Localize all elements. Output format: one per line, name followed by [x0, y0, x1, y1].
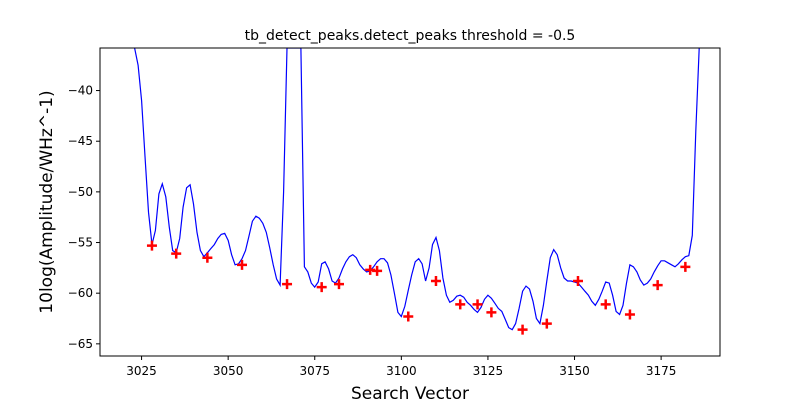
peak-marker: [146, 240, 157, 251]
x-tick-label: 3050: [213, 364, 244, 378]
chart-title: tb_detect_peaks.detect_peaks threshold =…: [245, 28, 576, 44]
x-tick-label: 3075: [299, 364, 330, 378]
peak-marker: [541, 318, 552, 329]
peak-marker: [455, 299, 466, 310]
y-tick-label: −40: [68, 84, 93, 98]
peak-marker: [486, 307, 497, 318]
y-tick-label: −65: [68, 337, 93, 351]
y-axis-label: 10log(Amplitude/WHz^-1): [37, 90, 57, 313]
peak-marker: [430, 276, 441, 287]
x-tick-label: 3150: [559, 364, 590, 378]
peak-marker: [316, 282, 327, 293]
peak-marker: [600, 299, 611, 310]
plot-frame: [99, 47, 721, 357]
x-tick-label: 3125: [473, 364, 504, 378]
peak-marker: [624, 309, 635, 320]
peak-marker: [237, 259, 248, 270]
x-tick-label: 3100: [386, 364, 417, 378]
x-tick-label: 3175: [646, 364, 677, 378]
y-tick-label: −55: [68, 236, 93, 250]
peak-marker: [680, 261, 691, 272]
peak-marker: [403, 311, 414, 322]
peak-marker: [517, 324, 528, 335]
peak-marker: [372, 265, 383, 276]
signal-line: [134, 48, 700, 331]
x-axis-label: Search Vector: [351, 384, 469, 400]
y-axis-ticks: −40 −45 −50 −55 −60 −65: [68, 84, 100, 351]
peak-marker: [202, 252, 213, 263]
x-axis-ticks: 3025 3050 3075 3100 3125 3150 3175: [126, 356, 676, 378]
peak-marker: [333, 279, 344, 290]
peak-marker: [572, 276, 583, 287]
peak-marker: [171, 248, 182, 259]
peak-marker: [282, 279, 293, 290]
peak-marker: [472, 299, 483, 310]
y-tick-label: −50: [68, 185, 93, 199]
y-tick-label: −45: [68, 134, 93, 148]
peak-markers: [146, 240, 691, 335]
peak-marker: [652, 280, 663, 291]
y-tick-label: −60: [68, 286, 93, 300]
x-tick-label: 3025: [126, 364, 157, 378]
